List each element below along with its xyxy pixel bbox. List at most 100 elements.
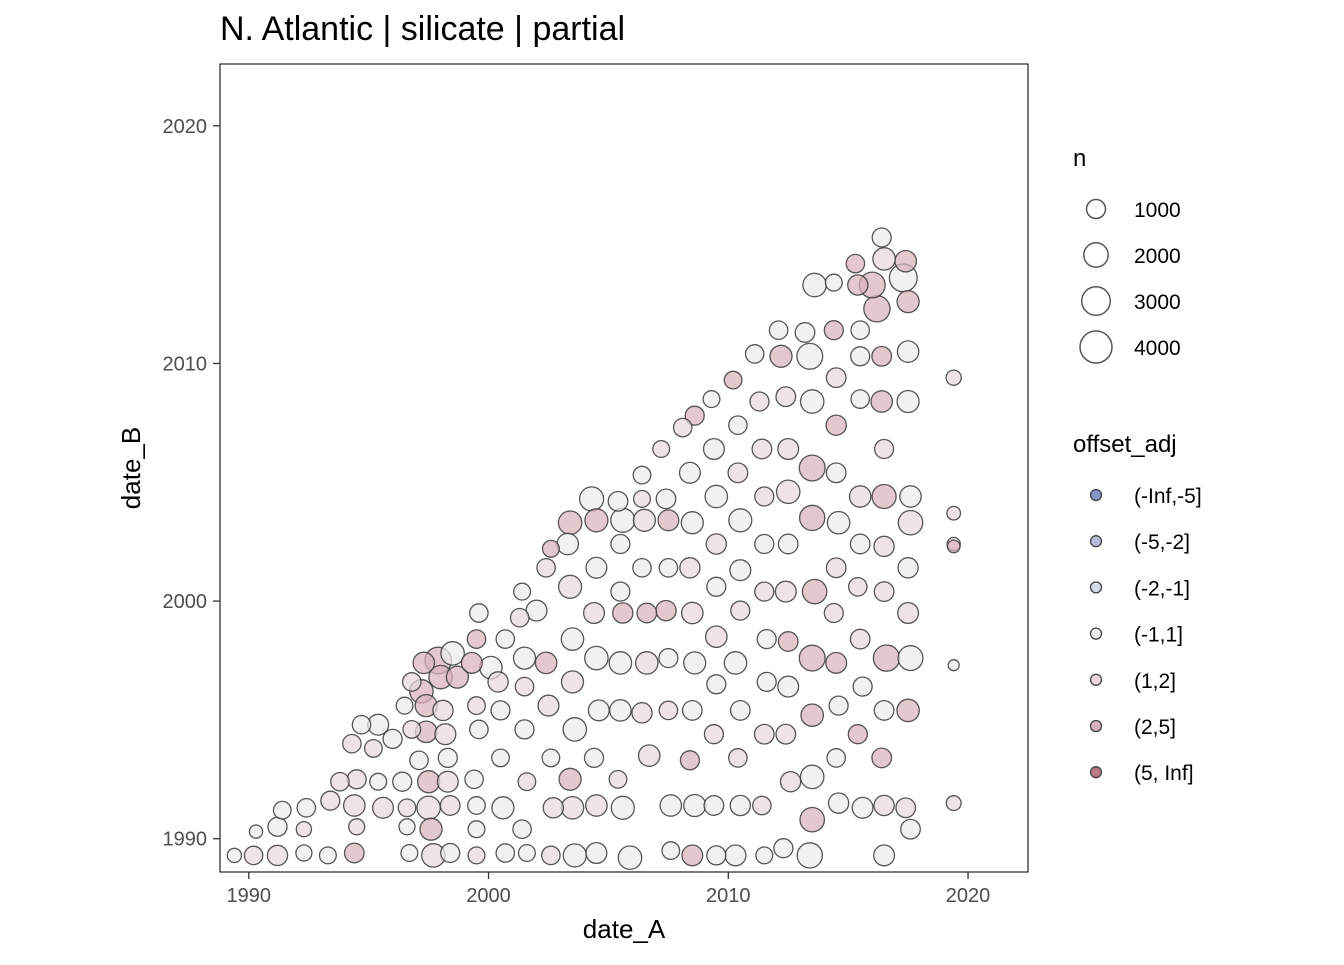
data-point [706, 845, 727, 866]
data-point [823, 320, 844, 341]
data-point [542, 797, 565, 819]
data-point [801, 578, 828, 605]
data-point [585, 841, 608, 865]
data-point [637, 744, 661, 767]
data-point [672, 417, 693, 438]
data-point [607, 490, 629, 512]
data-point [562, 843, 587, 868]
size-legend-label: 1000 [1134, 199, 1181, 222]
data-point [798, 644, 826, 672]
data-point [266, 844, 289, 867]
data-point [773, 838, 794, 859]
data-point [845, 253, 866, 274]
color-legend-key [1089, 627, 1103, 640]
data-point [610, 795, 635, 820]
data-point [659, 794, 683, 817]
data-point [512, 646, 537, 670]
data-point [896, 289, 920, 314]
data-point [896, 389, 920, 414]
data-point [683, 793, 707, 818]
data-point [495, 843, 516, 863]
y-tick-label: 2010 [163, 353, 208, 375]
data-point [680, 601, 704, 625]
data-point [799, 389, 825, 414]
data-point [609, 699, 632, 722]
data-point [371, 796, 395, 819]
data-point [894, 249, 918, 273]
color-legend-label: (-2,-1] [1134, 577, 1190, 600]
data-point [729, 794, 752, 817]
data-point [769, 344, 793, 368]
data-point [295, 844, 313, 862]
data-point [636, 602, 658, 624]
data-point [584, 645, 609, 671]
color-legend-key [1089, 535, 1103, 548]
data-point [827, 792, 850, 814]
size-legend: n 1000 2000 3000 4000 [1073, 145, 1181, 364]
data-point [272, 800, 292, 820]
data-point [871, 345, 893, 367]
data-point [946, 539, 961, 554]
data-point [850, 389, 871, 409]
data-point [582, 601, 606, 625]
data-point [826, 748, 847, 768]
plot-panel [219, 63, 1029, 873]
data-point [585, 556, 608, 579]
data-point [469, 603, 489, 623]
data-point [295, 820, 313, 838]
data-point [896, 340, 920, 363]
data-point [705, 533, 728, 555]
data-point [655, 488, 677, 510]
data-point [402, 719, 422, 739]
data-point [655, 599, 677, 622]
data-point [768, 320, 789, 341]
data-point [794, 322, 816, 343]
data-point [467, 696, 486, 716]
data-point [946, 505, 962, 521]
chart-title: N. Atlantic | silicate | partial [220, 10, 625, 48]
data-point [723, 651, 748, 675]
x-tick-label: 2010 [706, 885, 751, 907]
size-legend-key [1083, 242, 1109, 268]
data-point [560, 670, 585, 694]
data-point [756, 671, 777, 693]
data-point [873, 438, 895, 460]
data-point [825, 462, 847, 484]
data-point [382, 728, 403, 750]
x-axis-title: date_A [583, 914, 666, 944]
data-point [873, 535, 895, 558]
data-point [416, 795, 441, 821]
data-point [724, 844, 747, 867]
data-point [460, 651, 483, 674]
data-point [495, 629, 516, 649]
data-point [752, 795, 772, 816]
data-point [802, 272, 827, 298]
data-point [775, 479, 801, 505]
data-point [617, 845, 643, 871]
data-point [342, 794, 366, 817]
x-axis: 1990 2000 2010 2020 [227, 872, 990, 907]
data-point [560, 795, 585, 820]
color-legend-label: (2,5] [1134, 716, 1176, 739]
data-point [437, 747, 458, 769]
data-point [680, 511, 704, 535]
data-point [824, 273, 843, 292]
data-point [632, 489, 652, 508]
data-point [490, 700, 511, 721]
data-point [828, 695, 849, 716]
data-point [243, 845, 264, 866]
data-point [541, 748, 561, 768]
data-point [469, 719, 489, 740]
data-point [632, 557, 652, 578]
data-point [870, 390, 894, 413]
data-point [369, 772, 388, 791]
data-point [873, 844, 896, 867]
data-point [825, 414, 847, 436]
data-point [678, 461, 701, 484]
data-point [798, 454, 826, 482]
data-point [330, 771, 350, 792]
size-legend-key [1085, 198, 1107, 220]
data-point [416, 770, 441, 794]
data-point [681, 844, 704, 867]
data-point [578, 486, 605, 512]
